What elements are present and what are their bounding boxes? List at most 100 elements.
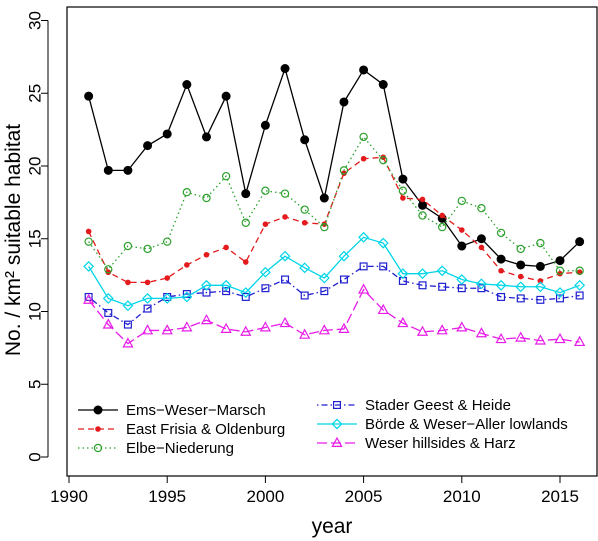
data-point: [181, 321, 193, 332]
data-point: [575, 266, 584, 275]
data-point: [555, 294, 564, 303]
x-tick-label: 2015: [541, 487, 579, 506]
data-point: [241, 292, 250, 301]
data-point: [497, 292, 506, 301]
data-point: [397, 268, 409, 280]
data-point: [221, 91, 231, 101]
data-point: [102, 318, 114, 329]
data-point: [83, 260, 95, 272]
data-point: [379, 262, 388, 271]
data-point: [259, 321, 272, 332]
data-point: [164, 275, 170, 281]
y-tick-label: 0: [26, 452, 45, 461]
data-point: [320, 222, 329, 232]
data-point: [203, 251, 210, 258]
legend-marker: [93, 443, 103, 453]
y-axis: 0 5 10 15 20 25 30: [26, 11, 49, 462]
data-point: [85, 228, 92, 235]
y-axis-title: No. / km² suitable habitat: [2, 124, 25, 356]
data-point: [318, 324, 330, 335]
data-point: [536, 238, 545, 248]
data-point: [220, 279, 232, 291]
series-2: [84, 132, 584, 275]
x-tick-label: 1995: [148, 487, 186, 506]
data-point: [144, 279, 151, 286]
data-point: [125, 279, 131, 286]
data-point: [241, 218, 250, 227]
data-point: [554, 332, 566, 344]
data-point: [338, 250, 350, 262]
x-tick-label: 2000: [246, 487, 284, 506]
data-point: [418, 200, 428, 210]
data-point: [436, 265, 448, 277]
legend-label: Elbe−Niederung: [126, 440, 234, 457]
data-point: [200, 313, 213, 325]
legend-label: Börde & Weser−Aller lowlands: [365, 416, 568, 433]
data-point: [300, 291, 309, 300]
data-point: [398, 186, 408, 195]
data-point: [575, 291, 584, 300]
data-point: [143, 304, 152, 313]
data-point: [279, 250, 291, 262]
legend-label: Stader Geest & Heide: [365, 397, 511, 414]
data-point: [495, 332, 507, 344]
y-tick-label: 25: [26, 84, 45, 103]
x-tick-label: 1990: [50, 487, 88, 506]
data-point: [182, 80, 192, 90]
data-point: [105, 269, 112, 276]
data-point: [84, 237, 93, 246]
data-point: [184, 262, 190, 268]
data-point: [357, 283, 370, 294]
data-point: [104, 265, 113, 274]
data-point: [280, 189, 290, 198]
data-point: [161, 324, 173, 335]
data-point: [260, 120, 270, 130]
data-point: [436, 324, 448, 335]
data-point: [437, 222, 447, 232]
series-line: [88, 156, 580, 284]
data-point: [202, 193, 211, 203]
data-point: [555, 266, 565, 275]
data-point: [418, 211, 427, 220]
data-point: [222, 287, 231, 296]
data-point: [201, 279, 212, 291]
data-point: [102, 292, 114, 304]
legend-marker: [333, 401, 342, 410]
data-point: [477, 203, 486, 213]
data-point: [397, 316, 409, 328]
legend-label: Weser hillsides & Harz: [365, 435, 516, 452]
data-point: [201, 132, 211, 142]
data-point: [536, 295, 545, 304]
data-point: [142, 292, 154, 304]
data-point: [378, 80, 388, 90]
legend-entry: Stader Geest & Heide: [317, 397, 511, 414]
data-point: [280, 64, 290, 74]
data-point: [143, 244, 152, 254]
data-point: [400, 195, 406, 201]
data-point: [182, 187, 192, 197]
data-point: [377, 303, 389, 315]
series-5: [83, 283, 586, 348]
data-point: [161, 292, 173, 304]
legend-label: East Frisia & Oldenburg: [126, 421, 285, 438]
data-point: [498, 267, 504, 274]
series-line: [88, 236, 580, 307]
data-point: [457, 241, 467, 251]
data-point: [459, 227, 465, 233]
data-point: [162, 237, 172, 246]
data-point: [318, 272, 330, 284]
y-tick-label: 30: [26, 11, 45, 30]
x-tick-label: 2005: [345, 487, 383, 506]
x-axis: 1990 1995 2000 2005 2010 2015: [50, 475, 579, 506]
data-point: [377, 237, 389, 249]
y-tick-label: 20: [26, 157, 45, 176]
data-point: [557, 270, 563, 277]
data-point: [438, 282, 447, 291]
data-point: [398, 174, 408, 184]
data-point: [104, 308, 113, 317]
data-point: [241, 189, 251, 199]
data-point: [181, 291, 193, 303]
data-point: [143, 141, 153, 151]
data-point: [240, 287, 252, 299]
